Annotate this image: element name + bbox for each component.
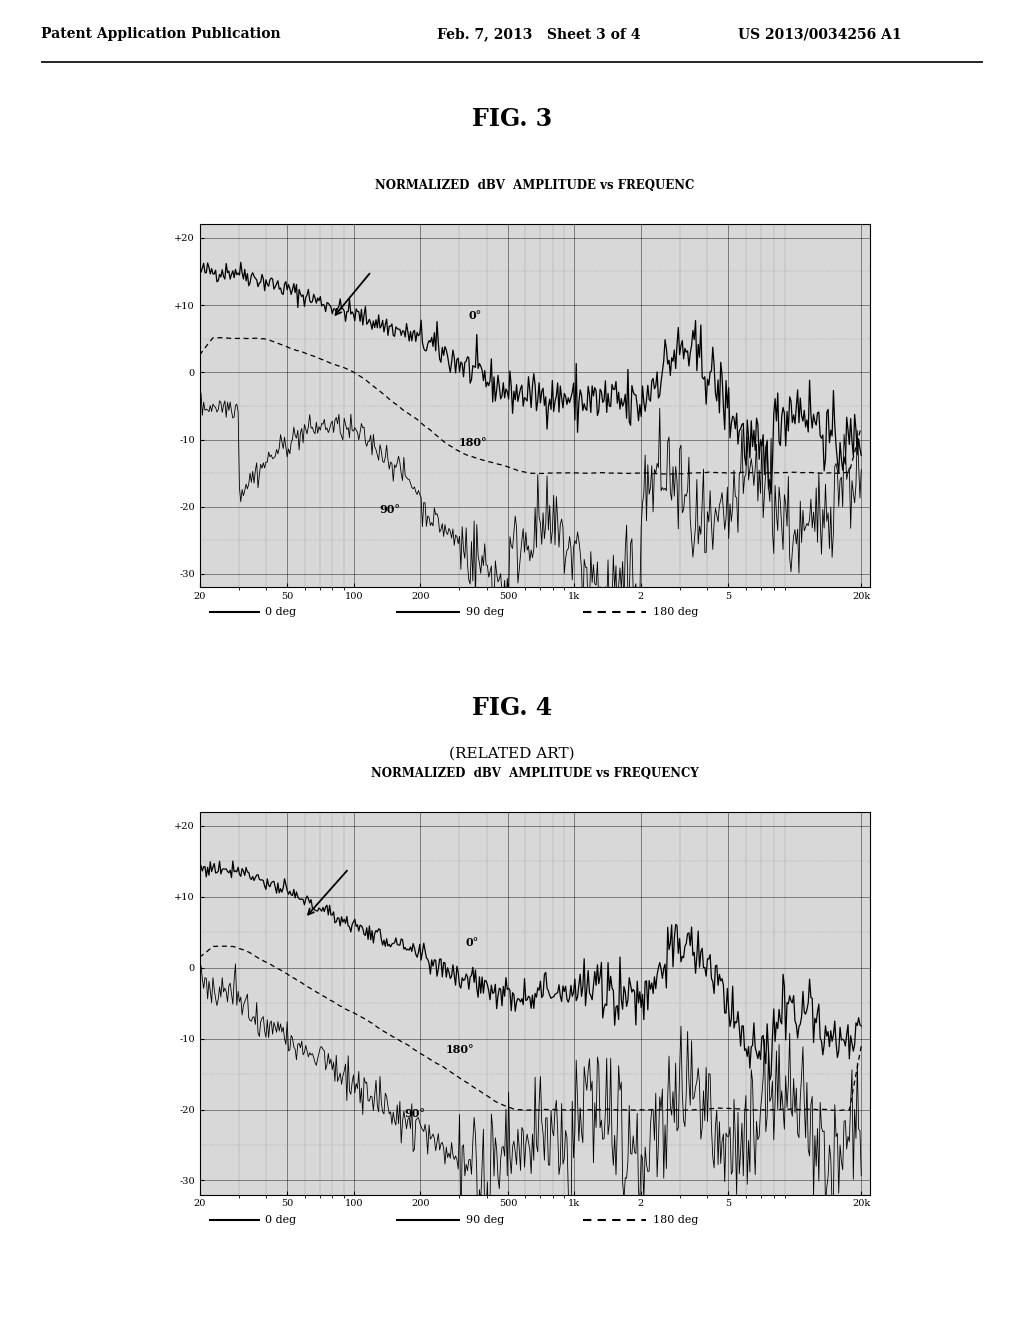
Text: 180 deg: 180 deg [652, 1214, 698, 1225]
Text: US 2013/0034256 A1: US 2013/0034256 A1 [738, 28, 902, 41]
Text: 90 deg: 90 deg [466, 1214, 504, 1225]
Text: 180°: 180° [459, 437, 487, 449]
Text: 0°: 0° [468, 309, 481, 321]
Text: Feb. 7, 2013   Sheet 3 of 4: Feb. 7, 2013 Sheet 3 of 4 [436, 28, 640, 41]
Text: NORMALIZED  dBV  AMPLITUDE vs FREQUENC: NORMALIZED dBV AMPLITUDE vs FREQUENC [376, 178, 694, 191]
Text: 0 deg: 0 deg [265, 1214, 297, 1225]
Text: 90 deg: 90 deg [466, 607, 504, 618]
Text: 0 deg: 0 deg [265, 607, 297, 618]
Text: FIG. 3: FIG. 3 [472, 107, 552, 131]
Text: (RELATED ART): (RELATED ART) [450, 747, 574, 762]
Text: NORMALIZED  dBV  AMPLITUDE vs FREQUENCY: NORMALIZED dBV AMPLITUDE vs FREQUENCY [371, 767, 699, 780]
Text: 0°: 0° [465, 937, 478, 949]
Text: 90°: 90° [379, 504, 400, 515]
Text: 90°: 90° [404, 1107, 426, 1118]
Text: FIG. 4: FIG. 4 [472, 696, 552, 719]
Text: 180 deg: 180 deg [652, 607, 698, 618]
Text: Patent Application Publication: Patent Application Publication [41, 28, 281, 41]
Text: 180°: 180° [445, 1044, 474, 1055]
